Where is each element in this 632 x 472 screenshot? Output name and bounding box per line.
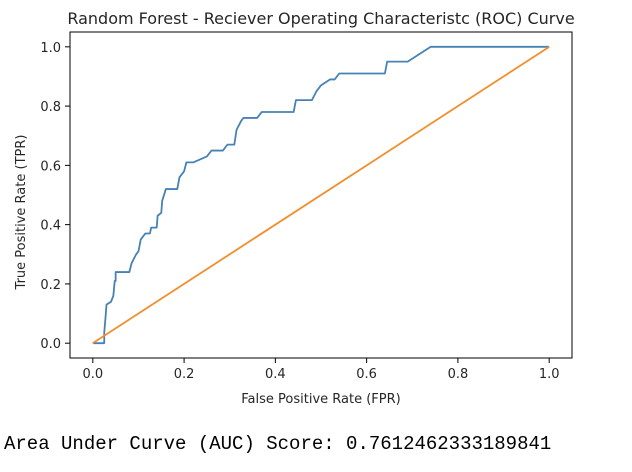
y-tick-label: 0.6 [40, 159, 61, 174]
roc-curve-line [92, 45, 550, 345]
y-tick-label: 0.8 [40, 100, 61, 115]
y-tick-label: 0.2 [40, 278, 61, 293]
x-tick-label: 0.8 [448, 367, 469, 382]
plot-frame [69, 31, 573, 359]
x-tick-label: 0.0 [82, 367, 103, 382]
plot-area: 0.0 0.2 0.4 0.6 0.8 1.0 0.0 0.2 0.4 0.6 0.8 1.0 [40, 31, 573, 382]
y-tick-label: 0.4 [40, 219, 61, 234]
y-axis-label: True Positive Rate (TPR) [14, 135, 29, 291]
chart-title: Random Forest - Reciever Operating Chara… [67, 9, 574, 28]
y-tick-label: 1.0 [40, 41, 61, 56]
x-tick-label: 1.0 [539, 367, 560, 382]
x-tick-label: 0.2 [174, 367, 195, 382]
y-tick-label: 0.0 [40, 337, 61, 352]
auc-score-text: Area Under Curve (AUC) Score: 0.76124623… [4, 433, 552, 455]
x-axis-label: False Positive Rate (FPR) [241, 392, 400, 407]
roc-chart: Random Forest - Reciever Operating Chara… [14, 9, 575, 407]
x-tick-label: 0.4 [265, 367, 286, 382]
diagonal-reference-line [92, 46, 550, 344]
x-tick-label: 0.6 [356, 367, 377, 382]
